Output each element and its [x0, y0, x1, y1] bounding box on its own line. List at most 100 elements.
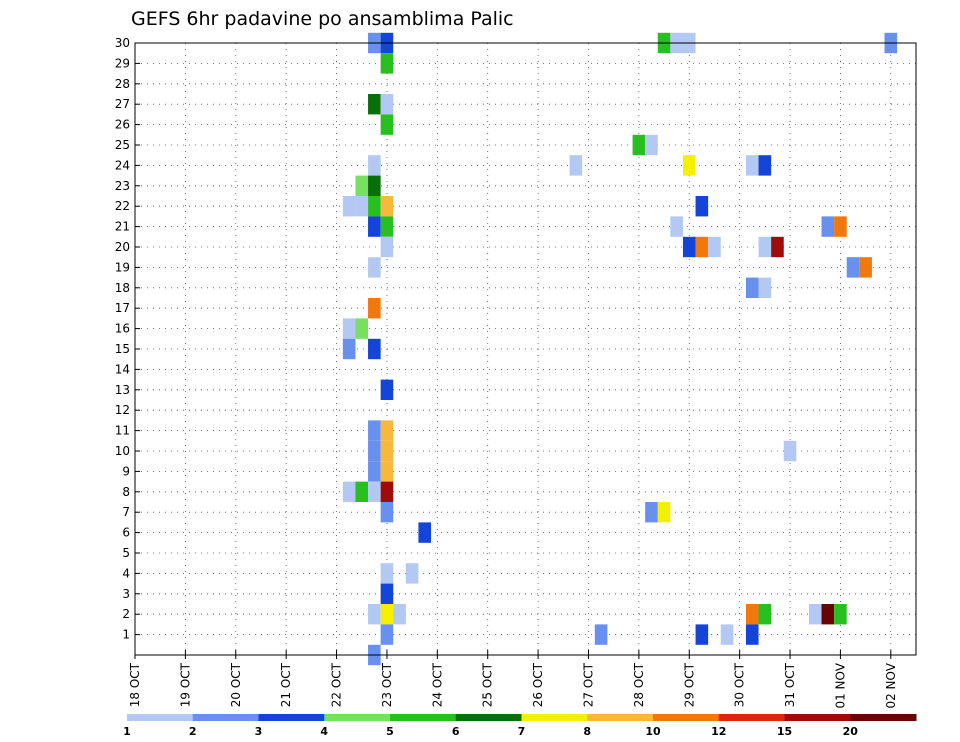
- chart-title: GEFS 6hr padavine po ansamblima Palic: [131, 8, 514, 30]
- data-cell: [380, 216, 394, 237]
- data-cell: [695, 624, 709, 645]
- data-cell: [342, 338, 356, 360]
- data-cell: [380, 583, 394, 604]
- data-cell: [632, 134, 646, 156]
- colorbar-swatch: [127, 714, 194, 721]
- y-tick-label: 12: [115, 403, 130, 417]
- data-cell: [645, 502, 658, 523]
- data-cell: [355, 481, 369, 502]
- colorbar-label: 20: [843, 725, 859, 738]
- data-cell: [569, 155, 583, 176]
- data-cell: [745, 277, 759, 298]
- data-cell: [745, 155, 759, 176]
- y-tick-label: 1: [122, 628, 130, 642]
- data-cell: [380, 94, 394, 115]
- colorbar-label: 12: [711, 725, 726, 738]
- y-tick-label: 18: [115, 281, 130, 295]
- data-cell: [368, 338, 381, 360]
- x-tick-label: 19 OCT: [178, 662, 192, 707]
- data-cell: [418, 522, 432, 543]
- data-cell: [380, 624, 394, 645]
- data-cell: [368, 420, 381, 441]
- data-cell: [758, 604, 772, 625]
- y-tick-label: 9: [122, 464, 130, 478]
- y-tick-label: 15: [115, 342, 130, 356]
- data-cell: [783, 440, 797, 462]
- data-cell: [758, 277, 772, 298]
- x-tick-label: 22 OCT: [330, 662, 344, 707]
- y-tick-label: 2: [122, 607, 130, 621]
- data-cell: [380, 420, 394, 441]
- data-cell: [368, 196, 381, 217]
- colorbar-swatch: [521, 714, 588, 721]
- data-cell: [645, 134, 658, 156]
- y-tick-label: 3: [122, 587, 130, 601]
- data-cell: [380, 481, 394, 502]
- colorbar-label: 15: [777, 725, 792, 738]
- data-cell: [368, 175, 381, 196]
- data-cell: [380, 53, 394, 74]
- colorbar-swatch: [653, 714, 720, 721]
- data-cell: [682, 236, 696, 258]
- y-tick-label: 19: [115, 260, 130, 274]
- data-cell: [821, 216, 835, 237]
- colorbar-label: 1: [123, 725, 131, 738]
- colorbar-label: 8: [583, 725, 591, 738]
- data-cell: [859, 257, 872, 278]
- data-cells: [342, 32, 898, 666]
- x-tick-label: 26 OCT: [531, 662, 545, 707]
- x-tick-label: 23 OCT: [380, 662, 394, 707]
- colorbar-swatch: [324, 714, 391, 721]
- colorbar-swatch: [258, 714, 325, 721]
- x-tick-label: 02 NOV: [884, 662, 898, 708]
- y-tick-label: 5: [122, 546, 130, 560]
- data-cell: [368, 298, 381, 319]
- colorbar-swatch: [390, 714, 457, 721]
- y-tick-label: 30: [115, 36, 130, 50]
- data-cell: [380, 114, 394, 135]
- data-cell: [380, 440, 394, 462]
- data-cell: [368, 155, 381, 176]
- y-tick-label: 13: [115, 383, 130, 397]
- data-cell: [695, 236, 709, 258]
- data-cell: [708, 236, 721, 258]
- colorbar-swatch: [192, 714, 259, 721]
- y-tick-label: 8: [122, 485, 130, 499]
- data-cell: [368, 94, 381, 115]
- y-tick-label: 22: [115, 199, 130, 213]
- colorbar-label: 5: [386, 725, 394, 738]
- data-cell: [821, 604, 835, 625]
- data-cell: [834, 604, 847, 625]
- y-tick-label: 4: [122, 566, 130, 580]
- data-cell: [380, 563, 394, 584]
- colorbar-swatch: [718, 714, 785, 721]
- x-tick-label: 24 OCT: [430, 662, 444, 707]
- data-cell: [745, 604, 759, 625]
- y-tick-label: 20: [115, 240, 130, 254]
- y-tick-label: 27: [115, 97, 130, 111]
- data-cell: [355, 175, 369, 196]
- data-cell: [380, 236, 394, 258]
- y-tick-label: 23: [115, 179, 130, 193]
- colorbar-label: 4: [320, 725, 328, 738]
- y-tick-label: 29: [115, 56, 130, 70]
- y-tick-label: 14: [115, 362, 130, 376]
- data-cell: [342, 481, 356, 502]
- data-cell: [682, 155, 696, 176]
- y-tick-label: 26: [115, 118, 130, 132]
- x-tick-label: 21 OCT: [279, 662, 293, 707]
- x-tick-label: 18 OCT: [128, 662, 142, 707]
- colorbar-label: 7: [518, 725, 526, 738]
- data-cell: [720, 624, 734, 645]
- data-cell: [808, 604, 822, 625]
- colorbar: 1 2 3 4 5 6 7 8 10 12 15 20: [123, 714, 917, 738]
- data-cell: [380, 502, 394, 523]
- colorbar-label: 2: [189, 725, 197, 738]
- colorbar-swatch: [850, 714, 917, 721]
- data-cell: [368, 604, 381, 625]
- data-cell: [380, 461, 394, 482]
- y-tick-label: 21: [115, 220, 130, 234]
- data-cell: [594, 624, 608, 645]
- x-tick-label: 28 OCT: [632, 662, 646, 707]
